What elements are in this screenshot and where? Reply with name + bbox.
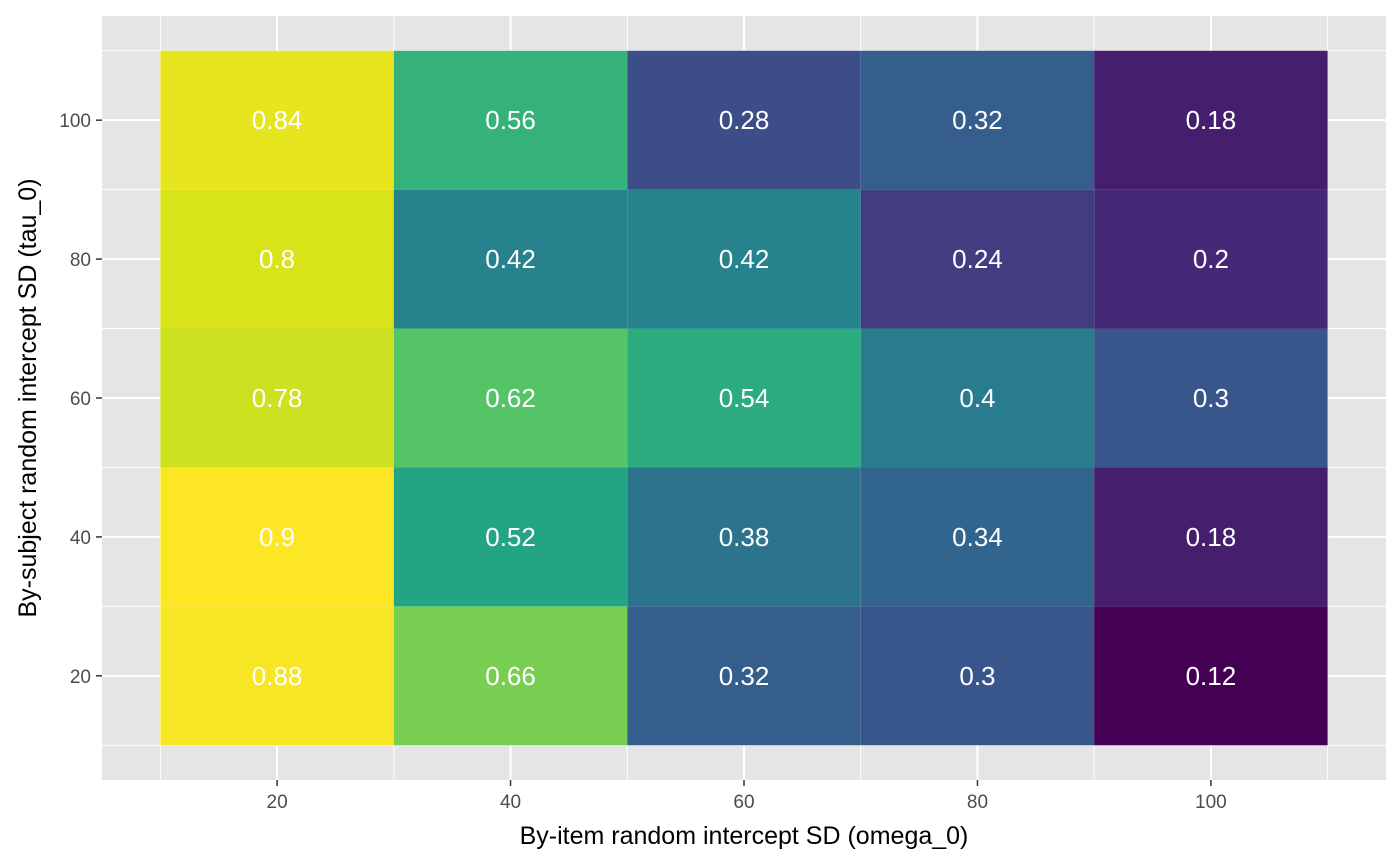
y-axis-ticks: 20 40 60 80 100 <box>59 111 102 688</box>
cell-label-x20-y60: 0.78 <box>252 383 303 413</box>
heatmap-tile-x60-y80 <box>627 189 861 329</box>
heatmap-tile-x20-y80 <box>160 189 394 329</box>
heatmap-tile-x80-y20 <box>860 606 1095 746</box>
heatmap-tile-x100-y20 <box>1094 606 1328 746</box>
heatmap-tile-x80-y80 <box>860 189 1095 329</box>
heatmap-tile-x20-y60 <box>160 328 394 468</box>
heatmap-tile-x20-y100 <box>160 50 394 190</box>
cell-label-x60-y40: 0.38 <box>719 522 770 552</box>
cell-label-x20-y40: 0.9 <box>259 522 295 552</box>
x-axis-ticks: 20 40 60 80 100 <box>267 780 1227 813</box>
heatmap-tile-x60-y100 <box>627 50 861 190</box>
cell-label-x20-y100: 0.84 <box>252 105 303 135</box>
cell-label-x60-y100: 0.28 <box>719 105 770 135</box>
heatmap-tile-x40-y40 <box>393 467 628 607</box>
cell-label-x40-y40: 0.52 <box>485 522 536 552</box>
cell-label-x60-y80: 0.42 <box>719 244 770 274</box>
cell-label-x100-y20: 0.12 <box>1186 661 1237 691</box>
heatmap-tile-x20-y40 <box>160 467 394 607</box>
x-tick-label-0: 20 <box>267 792 288 813</box>
heatmap-tile-x100-y40 <box>1094 467 1328 607</box>
heatmap-tile-x40-y60 <box>393 328 628 468</box>
cell-label-x40-y60: 0.62 <box>485 383 536 413</box>
cell-label-x100-y100: 0.18 <box>1186 105 1237 135</box>
cell-label-x100-y80: 0.2 <box>1193 244 1229 274</box>
x-axis-title: By-item random intercept SD (omega_0) <box>520 822 969 850</box>
y-tick-label-3: 80 <box>70 250 91 271</box>
y-tick-label-4: 100 <box>59 111 91 132</box>
x-tick-label-3: 80 <box>967 792 988 813</box>
cell-label-x80-y60: 0.4 <box>959 383 995 413</box>
cell-label-x60-y60: 0.54 <box>719 383 770 413</box>
heatmap-tile-x40-y100 <box>393 50 628 190</box>
heatmap-tile-x80-y100 <box>860 50 1095 190</box>
cell-labels: 0.88 0.66 0.32 0.3 0.12 0.9 0.52 0.38 0.34 0.18 0.… <box>252 105 1236 691</box>
heatmap-tile-x20-y20 <box>160 606 394 746</box>
y-tick-label-2: 60 <box>70 389 91 410</box>
x-tick-label-1: 40 <box>500 792 521 813</box>
x-tick-label-4: 100 <box>1195 792 1227 813</box>
heatmap-tile-x100-y100 <box>1094 50 1328 190</box>
y-tick-label-1: 40 <box>70 528 91 549</box>
cell-label-x60-y20: 0.32 <box>719 661 770 691</box>
heatmap-tile-x100-y60 <box>1094 328 1328 468</box>
heatmap-tile-x40-y80 <box>393 189 628 329</box>
cell-label-x40-y100: 0.56 <box>485 105 536 135</box>
heatmap-tiles <box>160 50 1328 746</box>
cell-label-x80-y40: 0.34 <box>952 522 1003 552</box>
heatmap-tile-x60-y20 <box>627 606 861 746</box>
y-axis-title: By-subject random intercept SD (tau_0) <box>14 178 42 617</box>
heatmap-tile-x80-y40 <box>860 467 1095 607</box>
heatmap-tile-x60-y40 <box>627 467 861 607</box>
heatmap-tile-x60-y60 <box>627 328 861 468</box>
heatmap-tile-x100-y80 <box>1094 189 1328 329</box>
cell-label-x80-y80: 0.24 <box>952 244 1003 274</box>
cell-label-x80-y20: 0.3 <box>959 661 995 691</box>
cell-label-x20-y80: 0.8 <box>259 244 295 274</box>
cell-label-x40-y80: 0.42 <box>485 244 536 274</box>
cell-label-x80-y100: 0.32 <box>952 105 1003 135</box>
cell-label-x40-y20: 0.66 <box>485 661 536 691</box>
cell-label-x20-y20: 0.88 <box>252 661 303 691</box>
cell-label-x100-y40: 0.18 <box>1186 522 1237 552</box>
x-tick-label-2: 60 <box>733 792 754 813</box>
heatmap-tile-x40-y20 <box>393 606 628 746</box>
heatmap-tile-x80-y60 <box>860 328 1095 468</box>
y-tick-label-0: 20 <box>70 667 91 688</box>
cell-label-x100-y60: 0.3 <box>1193 383 1229 413</box>
